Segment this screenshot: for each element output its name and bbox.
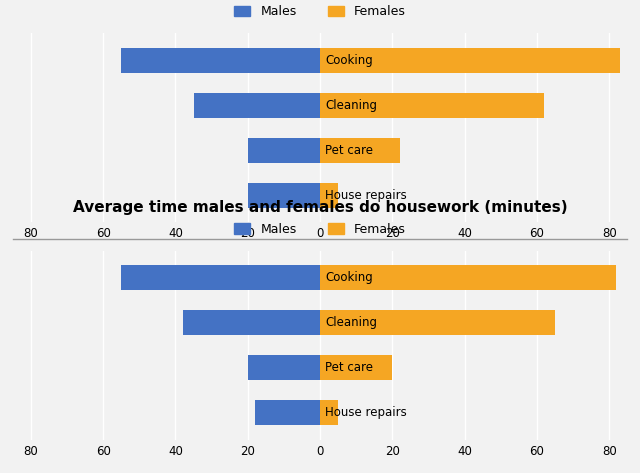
Bar xyxy=(248,183,320,208)
Bar xyxy=(121,48,320,72)
Bar xyxy=(248,355,320,380)
Bar xyxy=(320,355,392,380)
Bar xyxy=(320,183,338,208)
Text: Pet care: Pet care xyxy=(325,361,373,374)
Text: Cleaning: Cleaning xyxy=(325,316,378,329)
Bar xyxy=(255,401,320,425)
Bar xyxy=(193,93,320,118)
Bar xyxy=(320,310,555,335)
Text: Cleaning: Cleaning xyxy=(325,99,378,112)
Bar xyxy=(182,310,320,335)
Text: Pet care: Pet care xyxy=(325,144,373,157)
Bar xyxy=(320,48,620,72)
Bar xyxy=(320,138,399,163)
Bar xyxy=(248,138,320,163)
Text: House repairs: House repairs xyxy=(325,189,407,202)
Legend: Males, Females: Males, Females xyxy=(234,223,406,236)
Bar xyxy=(320,93,544,118)
Title: Average time males and females do housework (minutes): Average time males and females do housew… xyxy=(73,200,567,215)
Text: Cooking: Cooking xyxy=(325,271,373,284)
Text: Cooking: Cooking xyxy=(325,53,373,67)
Bar xyxy=(320,265,616,290)
Text: House repairs: House repairs xyxy=(325,406,407,420)
Bar xyxy=(320,401,338,425)
Legend: Males, Females: Males, Females xyxy=(234,5,406,18)
Bar xyxy=(121,265,320,290)
